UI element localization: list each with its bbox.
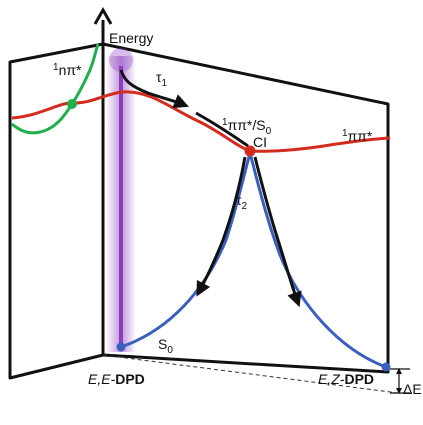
crossing-point [67, 99, 77, 109]
ez-dpd-label: E,Z-DPD [318, 371, 374, 387]
path-to-ci [195, 111, 249, 148]
ee-dpd-label: E,E-DPD [88, 371, 145, 387]
excitation-glow-top [109, 48, 133, 72]
energy-axis-label: Energy [109, 30, 153, 46]
npi-state-label: 1nπ* [53, 62, 82, 78]
tau2-label: τ2 [236, 192, 248, 212]
energy-axis-arrowhead [93, 6, 113, 25]
ci-to-right-arrow [253, 156, 302, 308]
s0-label: S0 [158, 336, 173, 356]
delta-e-label: ΔE [403, 381, 422, 397]
npi-curve [11, 43, 100, 135]
ci-to-left-arrow [196, 156, 247, 297]
ee-minimum-point [116, 342, 126, 352]
s0-curve [120, 147, 387, 369]
pipi-right-label: 1ππ* [342, 128, 373, 144]
ci-label: CI [253, 134, 267, 150]
tau1-label: τ1 [156, 69, 168, 89]
ci-point [244, 145, 256, 157]
pipi-ci-label: 1ππ*/S0 [222, 117, 272, 137]
reference-dashed-line [102, 354, 399, 394]
left-panel [8, 42, 105, 380]
tau1-path-arrow [119, 69, 189, 109]
ez-minimum-point [381, 362, 391, 372]
